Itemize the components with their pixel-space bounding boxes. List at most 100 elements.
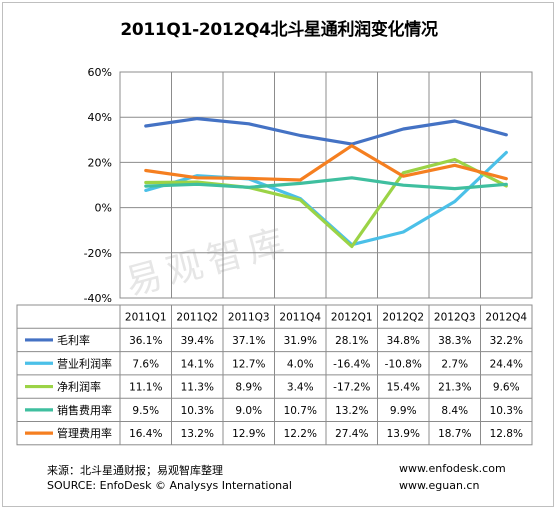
data-label: 12.2%	[284, 428, 317, 440]
data-label: 39.4%	[181, 335, 214, 347]
data-point	[402, 230, 405, 234]
data-label: 14.1%	[181, 358, 214, 370]
data-point	[247, 122, 250, 125]
data-label: 12.9%	[232, 428, 265, 440]
data-point	[505, 151, 508, 154]
data-point	[453, 158, 456, 161]
data-point	[350, 176, 353, 179]
chart-title: 2011Q1-2012Q4北斗星通利润变化情况	[120, 20, 438, 40]
data-label: 32.2%	[490, 335, 523, 347]
data-label: 16.4%	[129, 428, 162, 440]
series-line-3	[144, 157, 508, 249]
data-label: 13.2%	[335, 405, 368, 417]
x-tick-label: 2012Q2	[382, 312, 424, 324]
y-tick-label: 0%	[95, 202, 112, 215]
data-point	[402, 174, 405, 178]
data-point	[299, 198, 302, 202]
data-label: 10.3%	[181, 405, 214, 417]
data-point	[402, 171, 405, 174]
data-point	[350, 144, 353, 147]
url-eguan: www.eguan.cn	[399, 479, 480, 492]
y-tick-label: -40%	[84, 292, 112, 305]
data-label: 2.7%	[441, 358, 468, 370]
x-tick-label: 2012Q1	[331, 312, 373, 324]
data-point	[144, 181, 147, 184]
x-tick-label: 2011Q3	[228, 312, 270, 324]
data-point	[196, 180, 199, 184]
data-label: -10.8%	[385, 358, 422, 370]
data-label: 21.3%	[438, 382, 471, 394]
series-line-5	[144, 144, 508, 182]
data-point	[299, 178, 302, 182]
chart-frame: 2011Q1-2012Q4北斗星通利润变化情况 易观智库 60% 40% 20% 0%…	[2, 2, 554, 507]
data-point	[247, 177, 250, 180]
data-point	[144, 124, 147, 128]
legend-label: 营业利润率	[57, 356, 112, 370]
legend-label: 净利润率	[57, 380, 101, 394]
data-point	[196, 117, 199, 120]
y-tick-label: 20%	[88, 156, 112, 169]
y-tick-label: 40%	[88, 111, 112, 124]
data-label: 11.3%	[181, 382, 214, 394]
data-point	[505, 183, 508, 186]
data-point	[453, 119, 456, 123]
data-point	[505, 177, 508, 180]
x-tick-label: 2011Q1	[125, 312, 167, 324]
data-label: 24.4%	[490, 358, 523, 370]
data-label: 12.7%	[232, 358, 265, 370]
x-tick-label: 2012Q3	[434, 312, 476, 324]
data-label: -16.4%	[333, 358, 370, 370]
series-line-4	[144, 176, 508, 191]
data-point	[350, 245, 353, 248]
url-enfodesk: www.enfodesk.com	[399, 462, 506, 475]
data-label: 4.0%	[287, 358, 314, 370]
data-label: 37.1%	[232, 335, 265, 347]
data-point	[299, 134, 302, 137]
x-tick-label: 2012Q4	[485, 312, 527, 324]
x-tick-label: 2011Q4	[279, 312, 321, 324]
chart-svg: 60% 40% 20% 0% -20% -40% 2011Q1 2011Q2 2011Q3 201…	[16, 66, 533, 446]
legend-label: 管理费用率	[57, 426, 112, 440]
data-label: -17.2%	[333, 382, 370, 394]
data-point	[299, 182, 302, 185]
data-label: 9.5%	[132, 405, 159, 417]
data-point	[402, 184, 405, 187]
data-point	[144, 169, 147, 172]
data-label: 15.4%	[387, 382, 420, 394]
data-point	[453, 187, 456, 190]
data-label: 27.4%	[335, 428, 368, 440]
data-label: 3.4%	[287, 382, 314, 394]
data-label: 8.4%	[441, 405, 468, 417]
series-line-1	[144, 116, 508, 146]
data-label: 10.3%	[490, 405, 523, 417]
source-en: SOURCE: EnfoDesk © Analysys Internationa…	[47, 479, 292, 492]
data-label: 11.1%	[129, 382, 162, 394]
data-label: 36.1%	[129, 335, 162, 347]
y-tick-label: -20%	[84, 247, 112, 260]
data-point	[453, 200, 456, 203]
data-point	[453, 164, 456, 167]
data-label: 9.6%	[493, 382, 520, 394]
legend-label: 销售费用率	[57, 403, 112, 417]
data-label: 13.2%	[181, 428, 214, 440]
data-label: 38.3%	[438, 335, 471, 347]
data-label: 31.9%	[284, 335, 317, 347]
legend-label: 毛利率	[57, 333, 90, 347]
data-label: 9.0%	[235, 405, 262, 417]
data-label: 34.8%	[387, 335, 420, 347]
data-point	[505, 133, 508, 137]
y-tick-label: 60%	[88, 66, 112, 79]
data-point	[402, 127, 405, 131]
x-tick-label: 2011Q2	[176, 312, 218, 324]
data-point	[144, 184, 147, 188]
data-point	[196, 176, 199, 179]
data-label: 8.9%	[235, 382, 262, 394]
data-label: 13.9%	[387, 428, 420, 440]
data-label: 12.8%	[490, 428, 523, 440]
data-point	[247, 186, 250, 189]
data-label: 18.7%	[438, 428, 471, 440]
data-label: 10.7%	[284, 405, 317, 417]
data-label: 7.6%	[132, 358, 159, 370]
data-point	[144, 189, 147, 192]
source-cn: 来源：北斗星通财报；易观智库整理	[47, 464, 223, 477]
